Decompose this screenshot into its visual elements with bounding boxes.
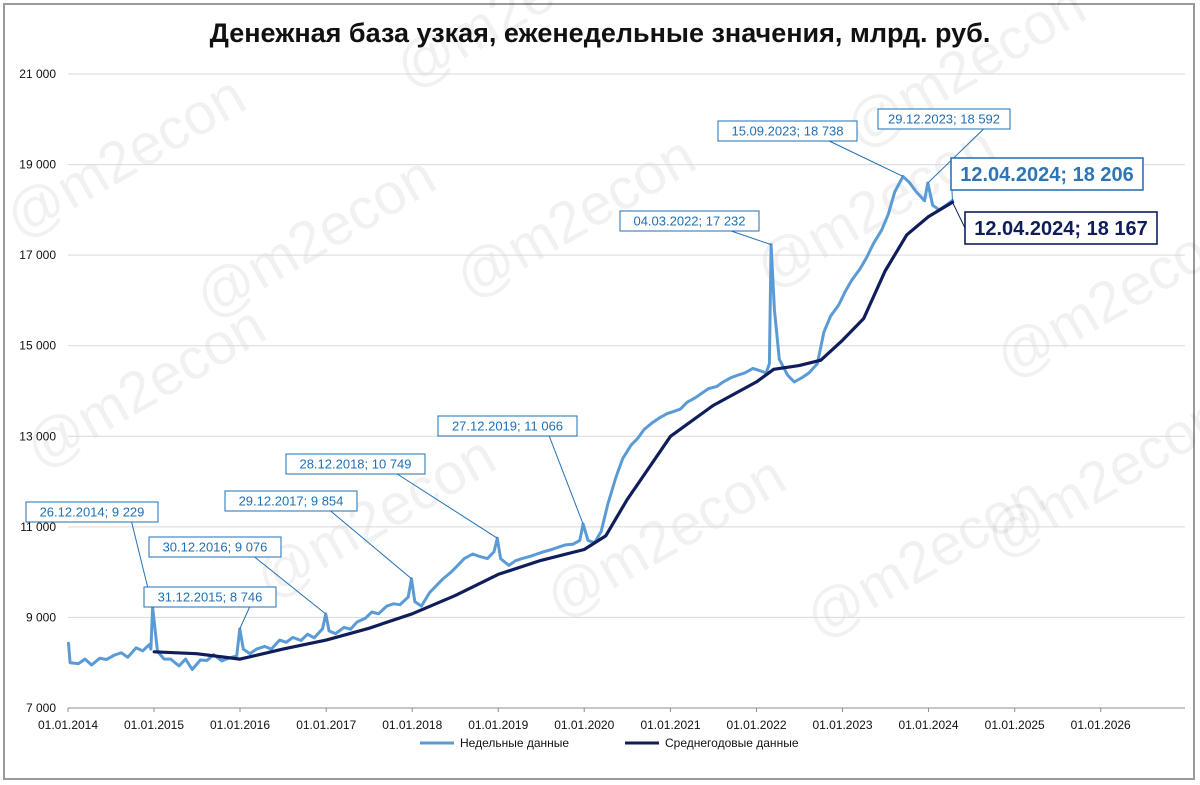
annotation-leader-line [254, 556, 327, 615]
annotation-box [619, 210, 760, 232]
annotation-label: 26.12.2014; 9 229 [40, 505, 145, 520]
annotation-leader-line [828, 140, 904, 177]
annotation-box [964, 211, 1158, 245]
watermark-text: @m2econ [184, 142, 446, 331]
annotation-box [25, 501, 159, 523]
annotation-label: 27.12.2019; 11 066 [452, 419, 563, 434]
y-tick-label: 11 000 [20, 520, 56, 534]
annotation-leader-line [731, 230, 772, 246]
chart-frame [3, 3, 1195, 780]
watermark-text: @m2econ [244, 422, 506, 611]
annotation-label: 29.12.2017; 9 854 [239, 494, 344, 509]
annotation-box [717, 120, 858, 142]
x-tick-label: 01.01.2020 [554, 718, 614, 732]
y-tick-label: 15 000 [19, 339, 56, 353]
annotation-leader-line [330, 510, 412, 580]
annotation-box [143, 586, 277, 608]
x-tick-label: 01.01.2016 [210, 718, 270, 732]
annotation-label: 31.12.2015; 8 746 [158, 590, 263, 605]
annotation-label: 04.03.2022; 17 232 [633, 214, 745, 229]
y-tick-label: 9 000 [26, 610, 56, 624]
annotation-box [285, 453, 426, 475]
annotation-box [224, 490, 358, 512]
y-tick-label: 17 000 [19, 248, 56, 262]
x-tick-label: 01.01.2017 [296, 718, 356, 732]
annotation-leader-line [927, 128, 984, 184]
annotation-box [877, 108, 1011, 130]
x-tick-label: 01.01.2024 [898, 718, 958, 732]
x-tick-label: 01.01.2026 [1071, 718, 1131, 732]
weekly-series-line [67, 174, 954, 671]
annotation-label: 30.12.2016; 9 076 [163, 540, 268, 555]
annotation-label: 15.09.2023; 18 738 [731, 124, 843, 139]
chart-title: Денежная база узкая, еженедельные значен… [209, 18, 991, 48]
annotation-leader-line [396, 473, 498, 539]
annotation-label: 12.04.2024; 18 167 [974, 218, 1148, 240]
annotation-label: 12.04.2024; 18 206 [960, 164, 1134, 186]
annotation-box [437, 415, 578, 437]
x-tick-label: 01.01.2025 [985, 718, 1045, 732]
x-tick-label: 01.01.2023 [812, 718, 872, 732]
watermark-text: @m2econ [384, 0, 646, 101]
annotation-box [950, 157, 1144, 191]
annotation-leader-line [548, 435, 584, 525]
annotation-box [148, 536, 282, 558]
x-tick-label: 01.01.2015 [124, 718, 184, 732]
x-tick-label: 01.01.2022 [726, 718, 786, 732]
annotation-label: 28.12.2018; 10 749 [299, 457, 411, 472]
watermark-text: @m2econ [14, 292, 276, 481]
annual-average-series-line [152, 200, 955, 661]
legend-label-weekly: Недельные данные [460, 736, 569, 750]
y-tick-label: 21 000 [19, 67, 56, 81]
legend-label-annual: Среднегодовые данные [665, 736, 799, 750]
y-tick-label: 7 000 [26, 701, 56, 715]
y-tick-label: 13 000 [19, 429, 56, 443]
annotation-label: 29.12.2023; 18 592 [888, 112, 1000, 127]
annotation-leader-line [239, 606, 251, 630]
y-tick-label: 19 000 [19, 158, 56, 172]
x-tick-label: 01.01.2018 [382, 718, 442, 732]
x-tick-label: 01.01.2019 [468, 718, 528, 732]
watermark-text: @m2econ [534, 442, 796, 631]
annotation-leader-line [952, 202, 966, 229]
x-tick-label: 01.01.2021 [640, 718, 700, 732]
x-tick-label: 01.01.2014 [38, 718, 98, 732]
